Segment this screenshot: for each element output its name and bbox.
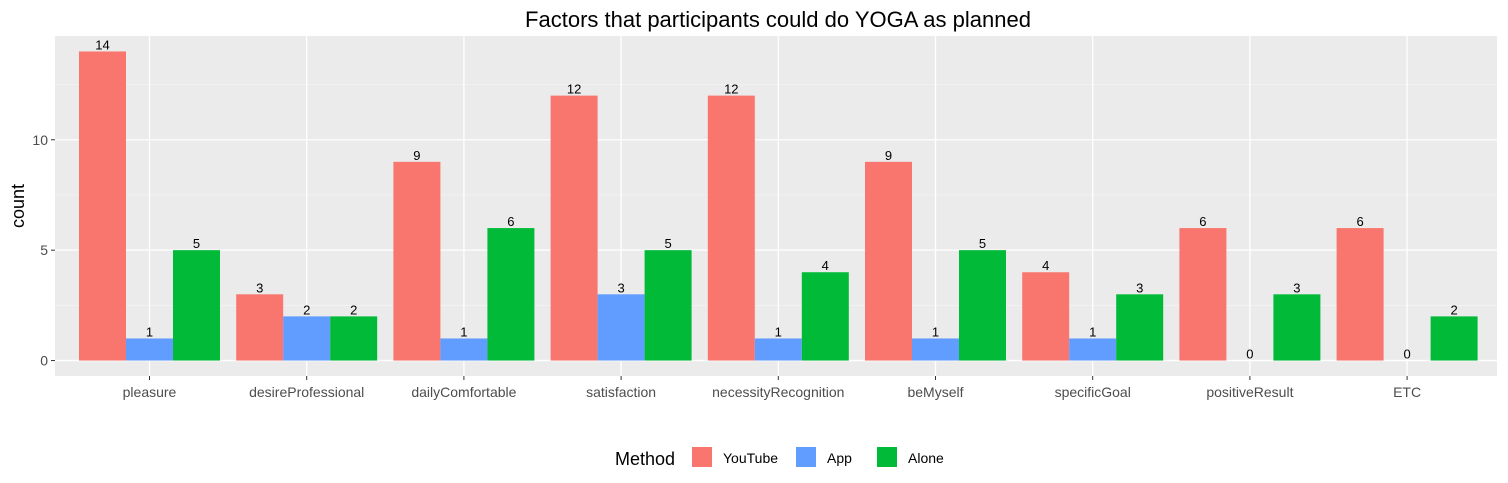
- x-tick-label: beMyself: [907, 384, 963, 400]
- y-axis-ticks: 0 5 10: [32, 132, 55, 369]
- legend-swatch-app: [796, 447, 816, 467]
- y-tick-label: 0: [40, 353, 48, 369]
- bar-value-label: 1: [146, 324, 153, 339]
- legend-label-app: App: [827, 450, 852, 466]
- bar-app-dailyComfortable: [440, 338, 488, 361]
- x-tick-label: desireProfessional: [249, 384, 364, 400]
- bar-youtube-specificGoal: [1022, 272, 1070, 361]
- legend-label-alone: Alone: [908, 450, 944, 466]
- x-tick-label: dailyComfortable: [411, 384, 516, 400]
- bar-youtube-satisfaction: [550, 95, 598, 361]
- bar-value-label: 3: [1293, 280, 1300, 295]
- bar-value-label: 9: [885, 148, 892, 163]
- x-tick-label: specificGoal: [1055, 384, 1131, 400]
- bar-youtube-necessityRecognition: [707, 95, 755, 361]
- legend-title: Method: [615, 449, 675, 469]
- bar-youtube-dailyComfortable: [393, 161, 441, 361]
- bar-value-label: 6: [1199, 214, 1206, 229]
- bar-value-label: 6: [1356, 214, 1363, 229]
- bar-alone-pleasure: [173, 250, 220, 361]
- legend-label-youtube: YouTube: [723, 450, 778, 466]
- bar-value-label: 2: [303, 302, 310, 317]
- bar-value-label: 2: [350, 302, 357, 317]
- bar-app-necessityRecognition: [754, 338, 802, 361]
- bar-alone-beMyself: [959, 250, 1006, 361]
- x-tick-label: pleasure: [123, 384, 177, 400]
- bar-value-label: 1: [460, 324, 467, 339]
- bar-value-label: 6: [507, 214, 514, 229]
- bar-app-pleasure: [126, 338, 173, 361]
- x-tick-label: satisfaction: [586, 384, 656, 400]
- bar-value-label: 3: [617, 280, 624, 295]
- legend-swatch-alone: [877, 447, 897, 467]
- bar-alone-satisfaction: [644, 250, 692, 361]
- bar-youtube-positiveResult: [1179, 228, 1227, 361]
- bar-value-label: 9: [413, 148, 420, 163]
- bar-youtube-beMyself: [865, 161, 912, 361]
- bar-value-label: 14: [95, 37, 109, 52]
- bar-value-label: 3: [1136, 280, 1143, 295]
- bar-value-label: 1: [775, 324, 782, 339]
- y-axis-title: count: [8, 184, 28, 228]
- bar-value-label: 1: [1089, 324, 1096, 339]
- bar-alone-specificGoal: [1116, 294, 1164, 361]
- x-tick-label: positiveResult: [1206, 384, 1293, 400]
- bar-app-satisfaction: [597, 294, 645, 361]
- bar-value-label: 0: [1403, 347, 1410, 362]
- bar-app-desireProfessional: [283, 316, 331, 361]
- bar-alone-dailyComfortable: [487, 228, 535, 361]
- bar-app-beMyself: [912, 338, 959, 361]
- bar-alone-necessityRecognition: [801, 272, 849, 361]
- bar-value-label: 5: [193, 236, 200, 251]
- x-axis-ticks: pleasure desireProfessional dailyComfortab…: [123, 376, 1421, 400]
- bar-value-label: 5: [664, 236, 671, 251]
- y-tick-label: 10: [32, 132, 48, 148]
- bar-value-label: 4: [822, 258, 829, 273]
- bar-app-specificGoal: [1069, 338, 1117, 361]
- bar-value-label: 12: [567, 82, 581, 97]
- bar-alone-positiveResult: [1273, 294, 1321, 361]
- bar-youtube-desireProfessional: [236, 294, 284, 361]
- bars-group: [79, 51, 1478, 361]
- bar-value-label: 2: [1450, 302, 1457, 317]
- x-tick-label: necessityRecognition: [712, 384, 844, 400]
- bar-value-label: 0: [1246, 347, 1253, 362]
- y-tick-label: 5: [40, 242, 48, 258]
- bar-value-label: 1: [932, 324, 939, 339]
- bar-value-label: 5: [979, 236, 986, 251]
- legend: Method YouTube App Alone: [615, 447, 944, 469]
- bar-alone-desireProfessional: [330, 316, 378, 361]
- bar-value-label: 12: [724, 82, 738, 97]
- bar-youtube-ETC: [1336, 228, 1384, 361]
- bar-youtube-pleasure: [79, 51, 126, 361]
- bar-alone-ETC: [1430, 316, 1478, 361]
- x-tick-label: ETC: [1393, 384, 1421, 400]
- bar-value-label: 4: [1042, 258, 1049, 273]
- legend-swatch-youtube: [692, 447, 712, 467]
- chart-title: Factors that participants could do YOGA …: [525, 7, 1031, 32]
- bar-value-label: 3: [256, 280, 263, 295]
- grid-lines: [55, 36, 1497, 376]
